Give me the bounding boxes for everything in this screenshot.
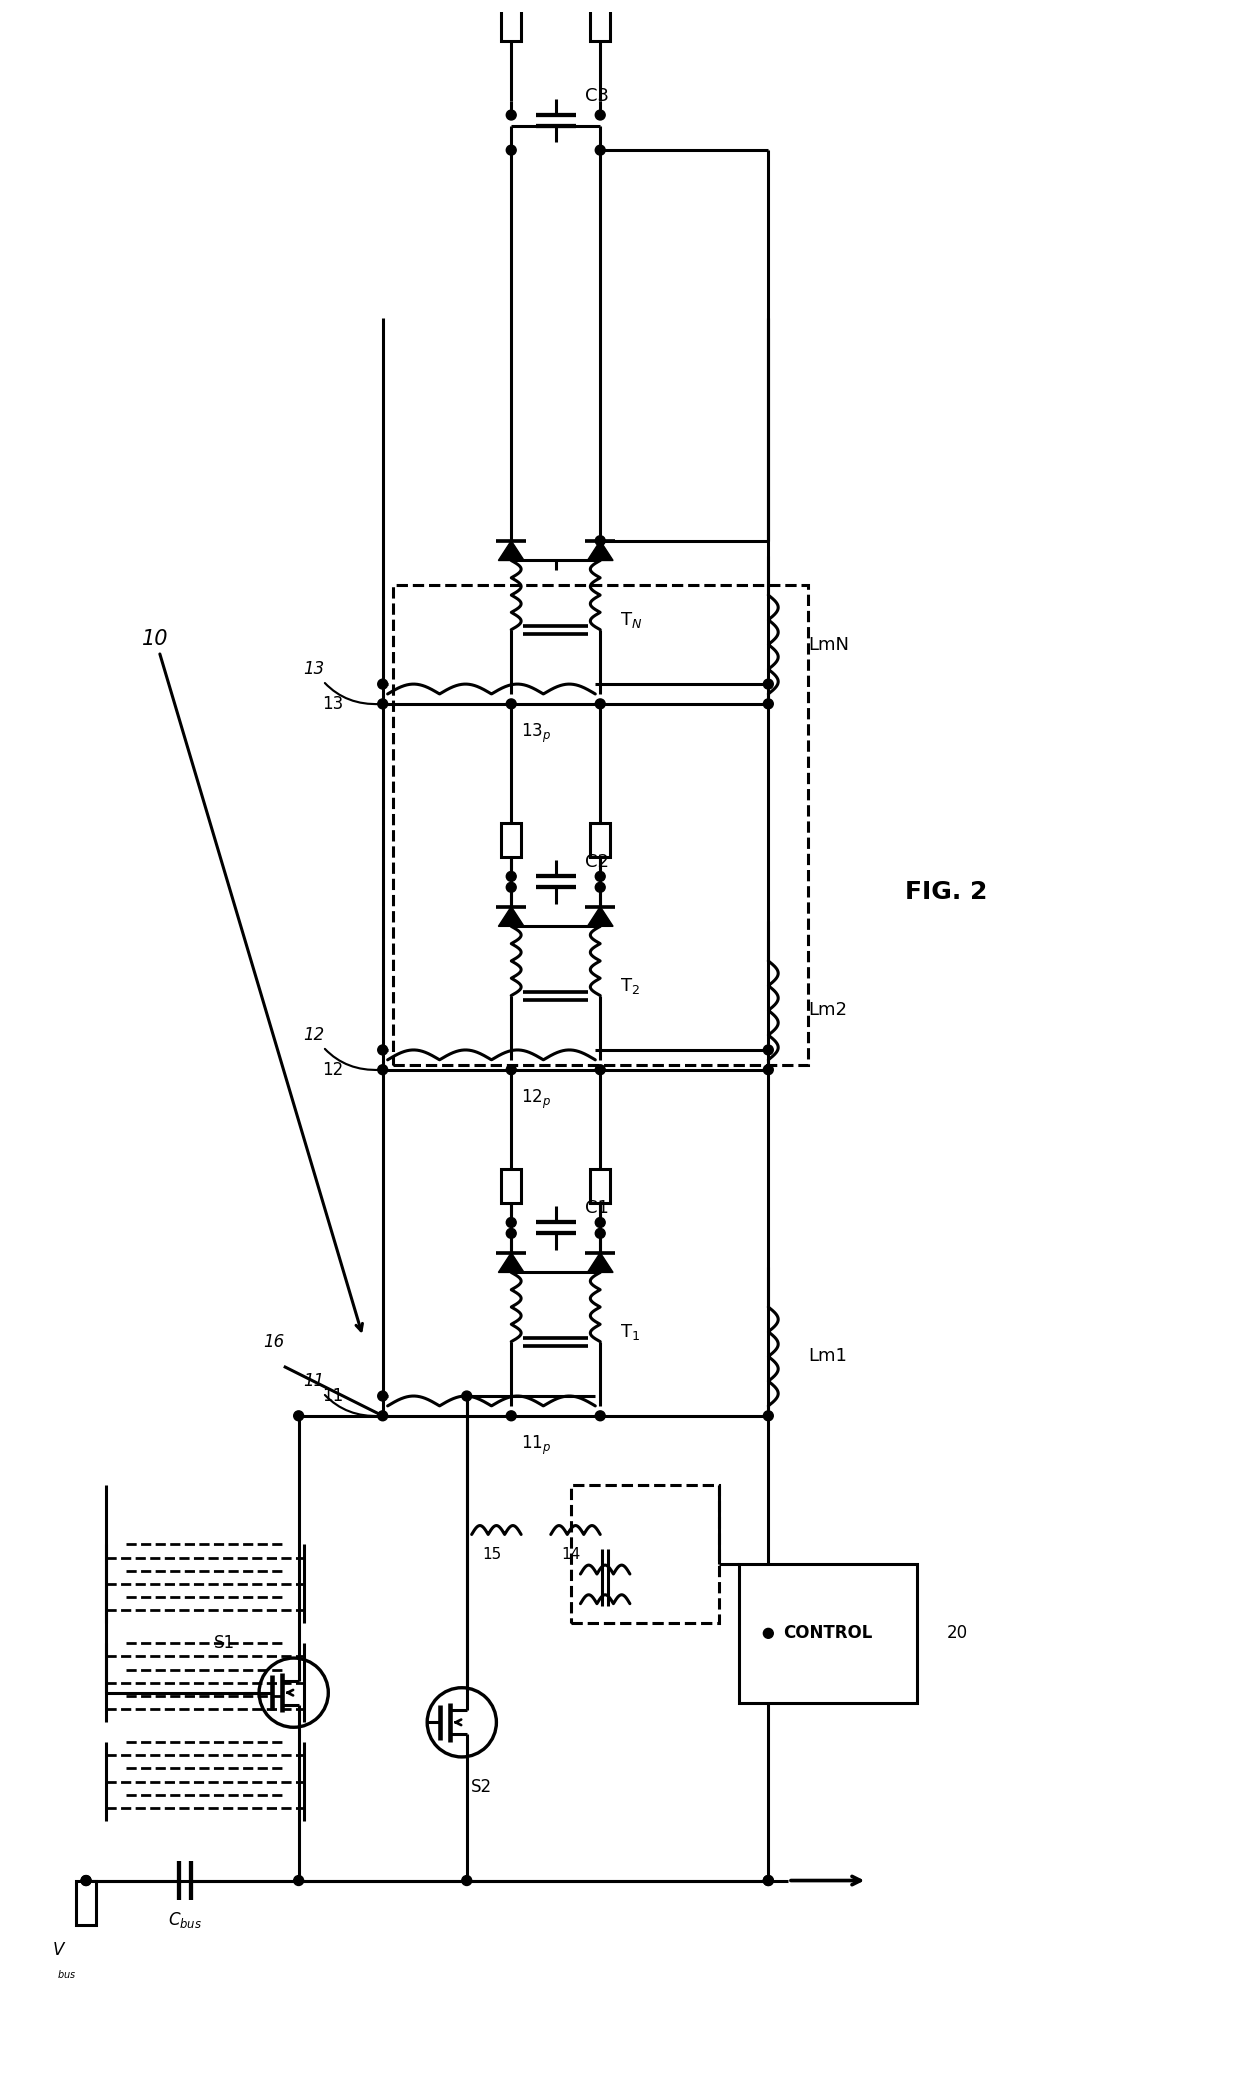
Text: Lm2: Lm2 xyxy=(808,1001,847,1020)
Circle shape xyxy=(595,1064,605,1074)
Text: 11: 11 xyxy=(304,1373,379,1417)
Circle shape xyxy=(764,679,774,690)
Circle shape xyxy=(764,1875,774,1885)
Circle shape xyxy=(595,1411,605,1421)
Circle shape xyxy=(378,679,388,690)
Text: T$_2$: T$_2$ xyxy=(620,976,640,995)
Circle shape xyxy=(378,1064,388,1074)
Text: CONTROL: CONTROL xyxy=(782,1624,872,1643)
Text: T$_N$: T$_N$ xyxy=(620,610,642,629)
Circle shape xyxy=(378,698,388,709)
Circle shape xyxy=(595,535,605,545)
Circle shape xyxy=(764,1411,774,1421)
Circle shape xyxy=(506,1064,516,1074)
Circle shape xyxy=(595,144,605,155)
Bar xyxy=(393,585,808,1064)
Text: C1: C1 xyxy=(585,1200,609,1216)
Bar xyxy=(501,823,521,857)
Circle shape xyxy=(506,1229,516,1237)
Circle shape xyxy=(764,698,774,709)
Bar xyxy=(76,1881,95,1925)
Bar xyxy=(739,1563,916,1703)
Polygon shape xyxy=(588,541,613,560)
Circle shape xyxy=(595,698,605,709)
Circle shape xyxy=(595,872,605,882)
Circle shape xyxy=(595,111,605,119)
Circle shape xyxy=(595,1229,605,1237)
Circle shape xyxy=(378,1392,388,1400)
Bar xyxy=(501,1168,521,1204)
Text: 15: 15 xyxy=(482,1547,501,1561)
Text: 13: 13 xyxy=(322,694,343,713)
Text: 12: 12 xyxy=(322,1062,343,1078)
Circle shape xyxy=(764,1045,774,1055)
Text: C2: C2 xyxy=(585,853,609,872)
Circle shape xyxy=(81,1875,91,1885)
Text: FIG. 2: FIG. 2 xyxy=(905,880,987,903)
Polygon shape xyxy=(498,907,525,926)
Circle shape xyxy=(461,1392,471,1400)
Text: C3: C3 xyxy=(585,88,609,104)
Circle shape xyxy=(81,1875,91,1885)
Bar xyxy=(501,2,521,42)
Polygon shape xyxy=(498,541,525,560)
Bar xyxy=(590,2,610,42)
Text: 13$_p$: 13$_p$ xyxy=(521,721,552,746)
Text: 12: 12 xyxy=(304,1026,379,1070)
Circle shape xyxy=(378,1045,388,1055)
Text: 11$_p$: 11$_p$ xyxy=(521,1434,552,1457)
Text: $V$: $V$ xyxy=(52,1942,66,1958)
Circle shape xyxy=(764,1875,774,1885)
Circle shape xyxy=(378,1411,388,1421)
Text: $C_{bus}$: $C_{bus}$ xyxy=(167,1910,202,1929)
Circle shape xyxy=(294,1875,304,1885)
Circle shape xyxy=(595,882,605,892)
Text: 14: 14 xyxy=(560,1547,580,1561)
Polygon shape xyxy=(588,1252,613,1273)
Text: 10: 10 xyxy=(143,629,362,1331)
Circle shape xyxy=(506,698,516,709)
Polygon shape xyxy=(588,907,613,926)
Text: Lm1: Lm1 xyxy=(808,1348,847,1365)
Text: 20: 20 xyxy=(946,1624,967,1643)
Circle shape xyxy=(506,111,516,119)
Bar xyxy=(570,1486,719,1624)
Bar xyxy=(590,823,610,857)
Circle shape xyxy=(764,1628,774,1639)
Text: 11: 11 xyxy=(322,1388,343,1404)
Text: LmN: LmN xyxy=(808,635,849,654)
Text: S2: S2 xyxy=(471,1779,492,1795)
Polygon shape xyxy=(498,1252,525,1273)
Circle shape xyxy=(461,1875,471,1885)
Text: T$_1$: T$_1$ xyxy=(620,1321,640,1342)
Circle shape xyxy=(506,882,516,892)
Circle shape xyxy=(506,872,516,882)
Circle shape xyxy=(764,1064,774,1074)
Text: 12$_p$: 12$_p$ xyxy=(521,1087,552,1112)
Text: S1: S1 xyxy=(215,1634,236,1653)
Text: 16: 16 xyxy=(263,1333,284,1350)
Circle shape xyxy=(506,144,516,155)
Text: 13: 13 xyxy=(304,660,379,704)
Bar xyxy=(590,1168,610,1204)
Text: $_{bus}$: $_{bus}$ xyxy=(57,1967,76,1981)
Circle shape xyxy=(294,1411,304,1421)
Circle shape xyxy=(595,1218,605,1227)
Circle shape xyxy=(506,1411,516,1421)
Circle shape xyxy=(506,1218,516,1227)
